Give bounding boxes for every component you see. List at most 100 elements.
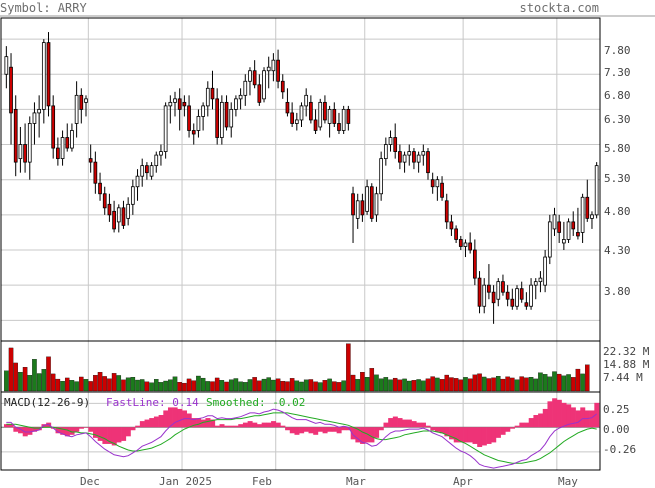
macd-histogram-bar <box>294 427 300 435</box>
candle-body <box>238 94 243 100</box>
candle-body <box>388 137 393 145</box>
price-tick-label: 6.30 <box>604 113 631 126</box>
volume-bar <box>74 381 79 392</box>
macd-histogram-bar <box>275 422 281 428</box>
price-tick-label: 5.30 <box>604 172 631 185</box>
macd-histogram-bar <box>177 408 183 428</box>
volume-bar <box>406 380 412 392</box>
macd-histogram-bar <box>74 427 80 432</box>
macd-histogram-bar <box>233 425 239 428</box>
candle-body <box>88 158 93 163</box>
macd-histogram-bar <box>256 424 262 428</box>
candle-body <box>116 207 121 223</box>
volume-bar <box>18 372 23 392</box>
volume-bar <box>158 382 164 392</box>
volume-bar <box>547 376 553 392</box>
x-axis-label-feb: Feb <box>252 475 272 488</box>
candle-body <box>580 196 585 233</box>
macd-histogram-bar <box>435 427 441 432</box>
macd-histogram-bar <box>4 424 9 428</box>
macd-histogram-bar <box>60 427 66 435</box>
macd-histogram-bar <box>308 427 314 434</box>
macd-histogram-bar <box>214 425 220 428</box>
macd-histogram-bar <box>238 424 244 428</box>
candle-body <box>149 165 154 177</box>
volume-bar <box>332 381 337 392</box>
candle-body <box>557 221 562 233</box>
candle-body <box>398 151 402 163</box>
macd-histogram-bar <box>495 427 501 438</box>
candle-body <box>510 298 515 307</box>
candle-body <box>112 210 116 230</box>
x-axis-label-apr: Apr <box>453 475 473 488</box>
volume-bar <box>168 379 173 392</box>
volume-bar <box>214 377 220 392</box>
candle-body <box>487 284 491 293</box>
macd-histogram-bar <box>378 427 384 431</box>
candle-body <box>173 98 177 103</box>
candle-body <box>271 59 276 72</box>
macd-histogram-bar <box>210 419 216 428</box>
volume-bar <box>463 377 468 392</box>
macd-histogram-bar <box>500 427 506 435</box>
macd-histogram-bar <box>533 415 539 428</box>
macd-histogram-bar <box>261 422 267 428</box>
price-panel-bg <box>1 18 600 340</box>
volume-bar <box>266 377 271 392</box>
volume-bar <box>472 374 478 392</box>
macd-histogram-bar <box>444 427 450 437</box>
macd-histogram-bar <box>88 427 94 432</box>
volume-bar <box>172 376 178 392</box>
candle-body <box>248 70 252 82</box>
candle-body <box>482 284 487 307</box>
volume-bar <box>294 380 300 392</box>
candle-body <box>18 144 23 160</box>
macd-histogram-bar <box>538 413 544 428</box>
candle-body <box>252 70 257 86</box>
macd-smoothed-label: Smoothed: -0.02 <box>206 396 306 409</box>
volume-bar <box>308 379 314 392</box>
candle-body <box>318 101 323 128</box>
volume-tick-label: 22.32 M <box>603 345 650 358</box>
macd-histogram-bar <box>467 427 473 443</box>
volume-bar <box>233 378 239 392</box>
volume-bar <box>538 372 543 392</box>
candle-body <box>41 42 46 110</box>
candle-body <box>435 179 440 188</box>
site-label: stockta.com <box>519 1 599 15</box>
volume-bar <box>313 381 318 392</box>
macd-histogram-bar <box>116 427 122 443</box>
macd-histogram-bar <box>83 427 89 428</box>
candle-body <box>205 87 210 107</box>
macd-histogram-bar <box>285 427 291 431</box>
candle-body <box>477 277 482 307</box>
candle-body <box>374 193 379 216</box>
macd-histogram-bar <box>491 427 497 443</box>
volume-bar <box>60 381 65 392</box>
volume-bar <box>93 375 98 392</box>
macd-histogram-bar <box>411 421 417 428</box>
candle-body <box>369 186 374 219</box>
candle-body <box>56 147 60 160</box>
macd-histogram-bar <box>458 427 464 443</box>
volume-bar <box>289 378 295 392</box>
macd-histogram-bar <box>153 416 159 428</box>
candle-body <box>126 203 131 219</box>
candle-body <box>9 66 13 114</box>
volume-bar <box>191 380 197 392</box>
macd-histogram-bar <box>350 427 356 440</box>
candle-body <box>215 98 220 138</box>
macd-histogram-bar <box>463 427 469 443</box>
macd-histogram-bar <box>528 418 534 428</box>
candle-body <box>351 193 355 216</box>
volume-bar <box>514 379 520 392</box>
macd-histogram-bar <box>374 427 380 438</box>
macd-histogram-bar <box>514 425 520 428</box>
volume-bar <box>55 378 61 392</box>
volume-bar <box>496 376 501 392</box>
candle-body <box>196 116 201 131</box>
volume-bar <box>200 377 206 392</box>
macd-histogram-bar <box>139 421 145 428</box>
candle-body <box>594 165 599 216</box>
price-tick-label: 6.80 <box>604 89 631 102</box>
